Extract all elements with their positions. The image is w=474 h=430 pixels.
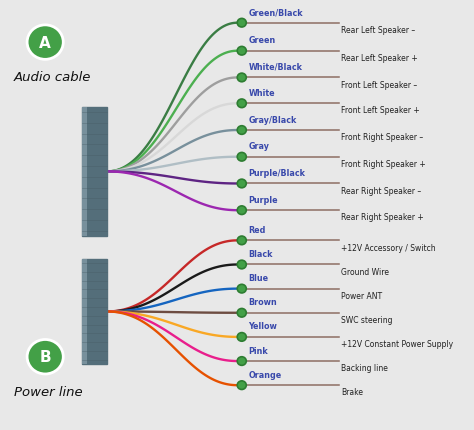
Circle shape bbox=[237, 333, 246, 341]
Text: SWC steering: SWC steering bbox=[341, 315, 392, 324]
Text: Front Right Speaker –: Front Right Speaker – bbox=[341, 133, 423, 142]
Text: Red: Red bbox=[248, 225, 266, 234]
Circle shape bbox=[237, 19, 246, 28]
Circle shape bbox=[237, 126, 246, 135]
Text: Front Right Speaker +: Front Right Speaker + bbox=[341, 160, 426, 169]
Text: Purple/Black: Purple/Black bbox=[248, 169, 306, 178]
Text: Power ANT: Power ANT bbox=[341, 291, 383, 300]
Circle shape bbox=[237, 206, 246, 215]
Circle shape bbox=[237, 74, 246, 83]
Text: White: White bbox=[248, 89, 275, 98]
Text: Pink: Pink bbox=[248, 346, 268, 355]
Circle shape bbox=[237, 180, 246, 188]
Circle shape bbox=[27, 340, 63, 374]
Text: Rear Left Speaker +: Rear Left Speaker + bbox=[341, 54, 418, 63]
Text: Power line: Power line bbox=[14, 385, 82, 398]
Text: +12V Accessory / Switch: +12V Accessory / Switch bbox=[341, 243, 436, 252]
Text: Rear Right Speaker –: Rear Right Speaker – bbox=[341, 186, 421, 195]
Text: Green: Green bbox=[248, 36, 276, 45]
FancyBboxPatch shape bbox=[82, 259, 107, 365]
Text: Purple: Purple bbox=[248, 195, 278, 204]
FancyBboxPatch shape bbox=[82, 108, 87, 237]
Text: Yellow: Yellow bbox=[248, 322, 277, 331]
Circle shape bbox=[237, 381, 246, 390]
Text: Blue: Blue bbox=[248, 273, 269, 283]
Text: Brake: Brake bbox=[341, 387, 363, 396]
Text: Front Left Speaker –: Front Left Speaker – bbox=[341, 80, 418, 89]
FancyBboxPatch shape bbox=[82, 108, 107, 237]
Text: B: B bbox=[39, 350, 51, 364]
Circle shape bbox=[237, 285, 246, 293]
Circle shape bbox=[237, 261, 246, 269]
Text: Black: Black bbox=[248, 249, 273, 258]
Text: Front Left Speaker +: Front Left Speaker + bbox=[341, 106, 420, 115]
Circle shape bbox=[27, 26, 63, 60]
Text: Rear Left Speaker –: Rear Left Speaker – bbox=[341, 26, 415, 35]
Circle shape bbox=[237, 100, 246, 108]
Text: Rear Right Speaker +: Rear Right Speaker + bbox=[341, 213, 424, 222]
FancyBboxPatch shape bbox=[82, 259, 87, 365]
Circle shape bbox=[237, 47, 246, 56]
Text: Orange: Orange bbox=[248, 370, 282, 379]
Text: A: A bbox=[39, 36, 51, 50]
Text: Ground Wire: Ground Wire bbox=[341, 267, 389, 276]
Text: Gray: Gray bbox=[248, 142, 270, 151]
Circle shape bbox=[237, 153, 246, 162]
Text: Gray/Black: Gray/Black bbox=[248, 115, 297, 124]
Circle shape bbox=[237, 309, 246, 317]
Text: Audio cable: Audio cable bbox=[14, 71, 91, 84]
Text: Brown: Brown bbox=[248, 298, 277, 307]
Text: +12V Constant Power Supply: +12V Constant Power Supply bbox=[341, 339, 453, 348]
Text: White/Black: White/Black bbox=[248, 63, 302, 72]
Circle shape bbox=[237, 357, 246, 366]
Circle shape bbox=[237, 237, 246, 245]
Text: Green/Black: Green/Black bbox=[248, 8, 303, 17]
Text: Backing line: Backing line bbox=[341, 363, 388, 372]
